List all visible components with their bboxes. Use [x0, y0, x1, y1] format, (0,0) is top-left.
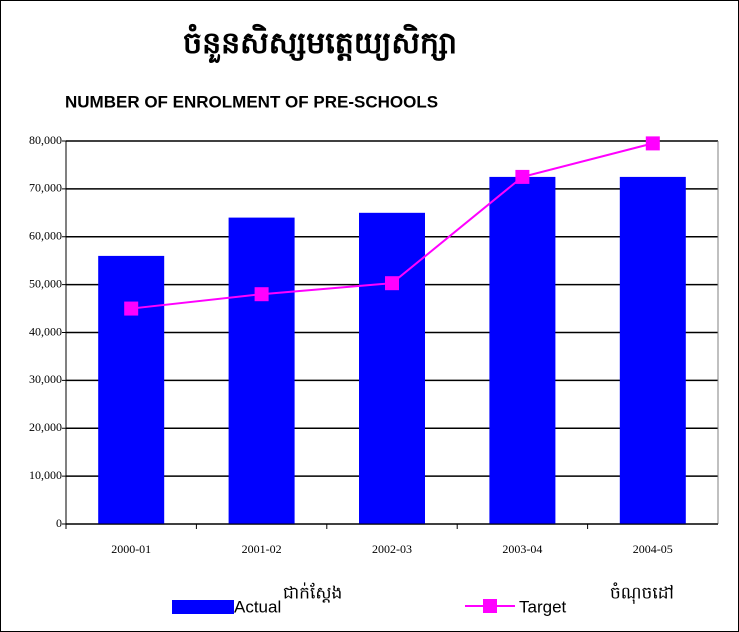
- target-marker: [385, 276, 399, 291]
- x-tick-label: 2002-03: [372, 542, 412, 556]
- bar: [359, 212, 425, 524]
- y-tick-label: 0: [56, 516, 62, 530]
- legend-swatch: [483, 599, 497, 613]
- bar: [619, 176, 686, 524]
- y-tick-label: 30,000: [29, 372, 62, 386]
- y-tick-label: 80,000: [29, 133, 62, 147]
- target-marker: [645, 136, 660, 151]
- x-tick-label: 2004-05: [633, 542, 673, 556]
- y-tick-label: 20,000: [29, 420, 62, 434]
- bar: [98, 255, 165, 524]
- target-marker: [515, 169, 530, 184]
- target-marker: [124, 301, 139, 316]
- y-tick-label: 10,000: [29, 468, 62, 482]
- x-tick-label: 2000-01: [111, 542, 151, 556]
- chart-subtitle: NUMBER OF ENROLMENT OF PRE-SCHOOLS: [65, 92, 438, 111]
- target-marker: [254, 287, 269, 302]
- legend-swatch: [172, 600, 234, 614]
- y-tick-label: 50,000: [29, 276, 62, 290]
- x-tick-label: 2003-04: [502, 542, 542, 556]
- chart-title: ចំនួនសិស្សមត្តេយ្យសិក្សា: [183, 23, 457, 64]
- legend-local-label: ចំណុចដៅ: [610, 581, 674, 604]
- bar: [228, 217, 295, 524]
- legend-label: Target: [519, 597, 567, 616]
- bar: [489, 176, 556, 524]
- y-tick-label: 70,000: [29, 181, 62, 195]
- x-tick-label: 2001-02: [242, 542, 282, 556]
- y-tick-label: 40,000: [29, 324, 62, 338]
- legend-label: Actual: [234, 597, 281, 616]
- y-tick-label: 60,000: [29, 229, 62, 243]
- legend-local-label: ជាក់ស្តែង: [283, 581, 342, 603]
